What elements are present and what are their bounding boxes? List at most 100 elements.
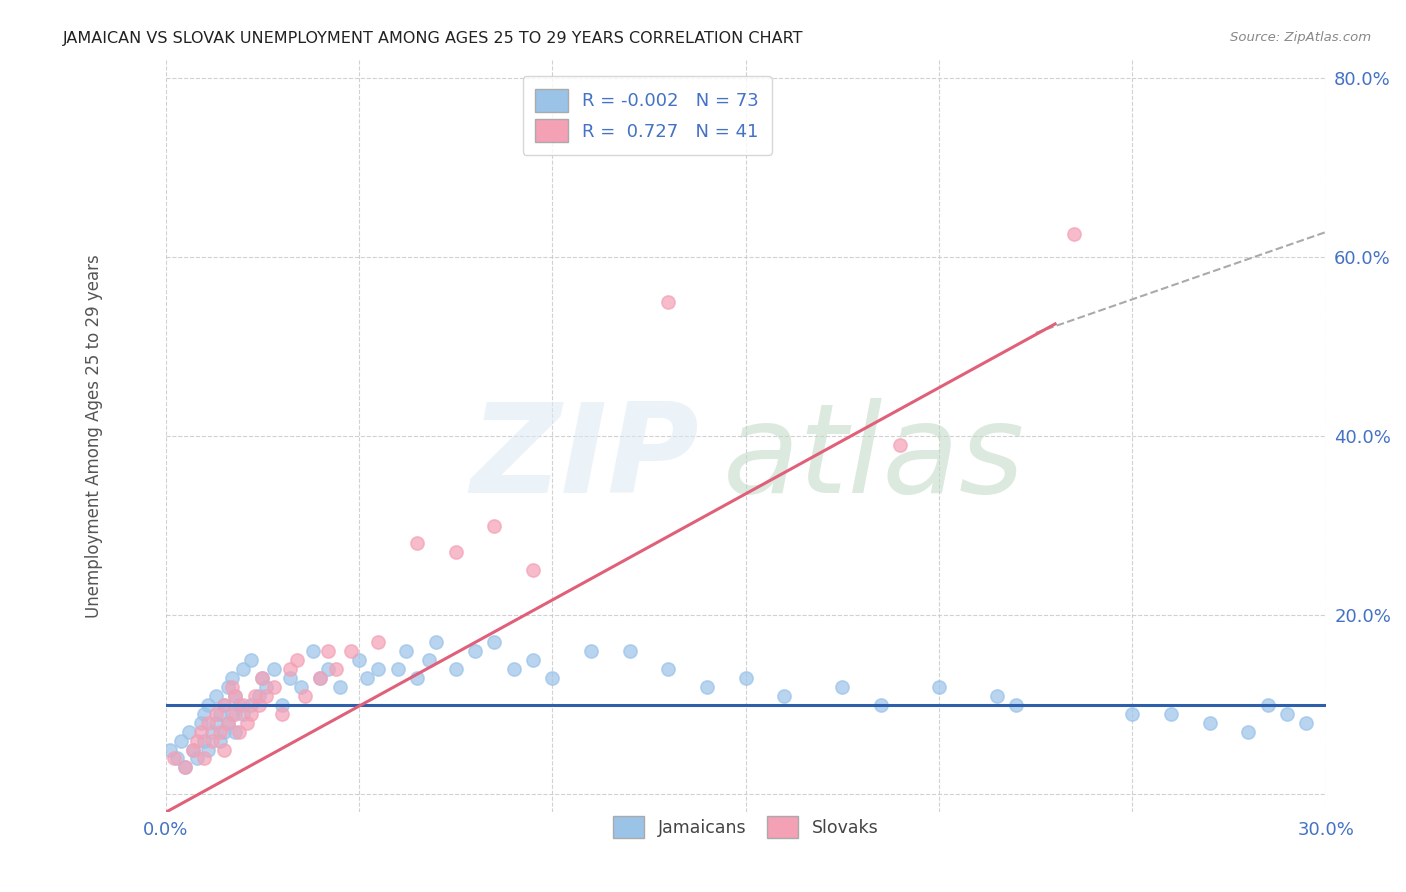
Point	[270, 706, 292, 721]
Point	[252, 671, 274, 685]
Point	[657, 294, 679, 309]
Point	[254, 680, 277, 694]
Point	[208, 706, 231, 721]
Point	[367, 635, 389, 649]
Point	[228, 698, 250, 712]
Point	[831, 680, 853, 694]
Point	[347, 653, 370, 667]
Point	[212, 742, 235, 756]
Point	[170, 733, 193, 747]
Point	[394, 644, 416, 658]
Point	[278, 671, 301, 685]
Point	[217, 680, 239, 694]
Point	[522, 563, 544, 577]
Point	[212, 698, 235, 712]
Point	[212, 698, 235, 712]
Point	[186, 733, 208, 747]
Point	[174, 760, 197, 774]
Point	[340, 644, 363, 658]
Point	[247, 698, 270, 712]
Point	[212, 724, 235, 739]
Point	[201, 733, 224, 747]
Point	[224, 724, 246, 739]
Text: JAMAICAN VS SLOVAK UNEMPLOYMENT AMONG AGES 25 TO 29 YEARS CORRELATION CHART: JAMAICAN VS SLOVAK UNEMPLOYMENT AMONG AG…	[63, 31, 804, 46]
Point	[232, 706, 254, 721]
Point	[197, 715, 219, 730]
Point	[406, 536, 429, 550]
Point	[228, 724, 250, 739]
Point	[221, 706, 243, 721]
Point	[208, 724, 231, 739]
Point	[356, 671, 378, 685]
Point	[1295, 715, 1317, 730]
Point	[1063, 227, 1085, 242]
Point	[247, 689, 270, 703]
Point	[464, 644, 486, 658]
Point	[1275, 706, 1298, 721]
Point	[406, 671, 429, 685]
Point	[232, 662, 254, 676]
Point	[316, 644, 339, 658]
Point	[1198, 715, 1220, 730]
Point	[301, 644, 323, 658]
Point	[232, 698, 254, 712]
Point	[193, 751, 215, 765]
Point	[278, 662, 301, 676]
Point	[986, 689, 1008, 703]
Point	[181, 742, 204, 756]
Text: ZIP: ZIP	[471, 398, 699, 519]
Point	[201, 724, 224, 739]
Point	[579, 644, 602, 658]
Point	[197, 698, 219, 712]
Point	[1237, 724, 1260, 739]
Point	[221, 671, 243, 685]
Text: atlas: atlas	[723, 398, 1025, 519]
Point	[263, 662, 285, 676]
Point	[243, 689, 266, 703]
Point	[159, 742, 181, 756]
Point	[325, 662, 347, 676]
Point	[162, 751, 184, 765]
Point	[316, 662, 339, 676]
Point	[190, 715, 212, 730]
Point	[657, 662, 679, 676]
Point	[239, 653, 262, 667]
Point	[285, 653, 308, 667]
Point	[252, 671, 274, 685]
Point	[221, 680, 243, 694]
Point	[734, 671, 756, 685]
Point	[270, 698, 292, 712]
Point	[239, 706, 262, 721]
Point	[484, 518, 506, 533]
Point	[181, 742, 204, 756]
Point	[224, 706, 246, 721]
Point	[224, 689, 246, 703]
Point	[193, 733, 215, 747]
Point	[174, 760, 197, 774]
Point	[367, 662, 389, 676]
Point	[541, 671, 564, 685]
Point	[425, 635, 447, 649]
Point	[254, 689, 277, 703]
Point	[1160, 706, 1182, 721]
Point	[484, 635, 506, 649]
Point	[387, 662, 409, 676]
Point	[205, 689, 228, 703]
Point	[236, 715, 259, 730]
Point	[1121, 706, 1143, 721]
Point	[696, 680, 718, 694]
Point	[205, 706, 228, 721]
Point	[773, 689, 796, 703]
Point	[166, 751, 188, 765]
Point	[619, 644, 641, 658]
Point	[309, 671, 332, 685]
Point	[294, 689, 316, 703]
Point	[197, 742, 219, 756]
Point	[186, 751, 208, 765]
Point	[889, 438, 911, 452]
Legend: Jamaicans, Slovaks: Jamaicans, Slovaks	[606, 809, 886, 845]
Point	[870, 698, 893, 712]
Point	[217, 715, 239, 730]
Point	[522, 653, 544, 667]
Point	[444, 545, 467, 559]
